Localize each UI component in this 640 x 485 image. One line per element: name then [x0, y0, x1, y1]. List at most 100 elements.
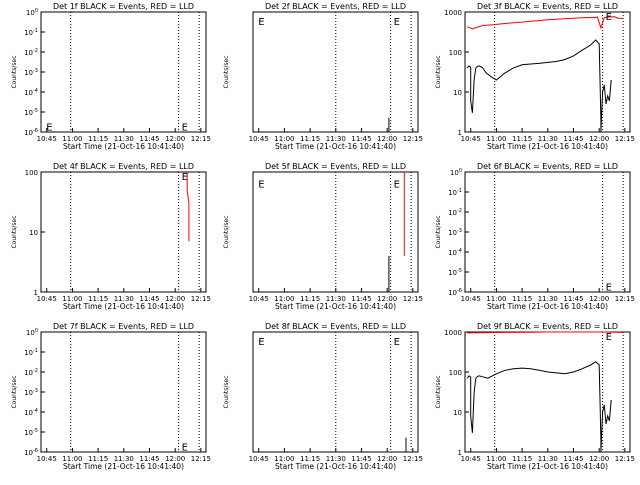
x-tick-label: 11:15 — [512, 135, 532, 143]
events-series-line — [466, 361, 612, 453]
x-tick-label: 10:45 — [249, 455, 269, 463]
x-tick-label: 11:00 — [486, 455, 506, 463]
x-tick-label: 11:00 — [274, 455, 294, 463]
x-tick-label: 12:00 — [377, 455, 397, 463]
x-tick-label: 12:15 — [615, 135, 635, 143]
chart-title: Det 6f BLACK = Events, RED = LLD — [477, 162, 618, 171]
x-tick-label: 11:00 — [62, 135, 82, 143]
plot-frame — [40, 11, 207, 133]
x-tick-label: 11:15 — [88, 295, 108, 303]
x-tick-label: 12:00 — [165, 295, 185, 303]
y-axis-label: Counts/sec — [435, 375, 442, 408]
x-tick-label: 10:45 — [461, 295, 481, 303]
y-tick-label: 10-2 — [448, 208, 462, 217]
x-tick-label: 11:45 — [563, 295, 583, 303]
y-tick-label: 10-6 — [24, 128, 38, 137]
x-tick-label: 12:00 — [377, 135, 397, 143]
chart-title: Det 5f BLACK = Events, RED = LLD — [265, 162, 406, 171]
event-marker-label: E — [46, 123, 52, 134]
chart-panel-3: Det 3f BLACK = Events, RED = LLD Counts/s… — [435, 2, 635, 151]
y-tick-label: 10-1 — [24, 348, 38, 357]
plot-frame — [464, 331, 631, 453]
event-marker-label: E — [182, 172, 188, 183]
chart-panel-1: Det 1f BLACK = Events, RED = LLD Counts/s… — [11, 2, 211, 151]
y-tick-label: 10 — [453, 89, 462, 97]
event-marker-label: E — [258, 337, 264, 348]
x-tick-label: 12:00 — [589, 455, 609, 463]
y-tick-label: 10 — [29, 229, 38, 237]
y-tick-label: 10 — [453, 409, 462, 417]
y-tick-label: 10-1 — [24, 28, 38, 37]
x-axis-label: Start Time (21-Oct-16 10:41:40) — [63, 462, 184, 471]
plot-frame — [40, 331, 207, 453]
event-marker-label: E — [182, 123, 188, 134]
event-marker-label: E — [258, 17, 264, 28]
x-tick-label: 11:30 — [114, 295, 134, 303]
x-tick-label: 12:15 — [191, 295, 211, 303]
chart-panel-2: Det 2f BLACK = Events, RED = LLD Counts/s… — [223, 2, 423, 151]
y-axis-label: Counts/sec — [223, 375, 230, 408]
x-tick-label: 12:15 — [615, 295, 635, 303]
lld-series-line — [467, 331, 624, 334]
events-series-line — [466, 39, 612, 133]
y-tick-label: 10-5 — [24, 108, 38, 117]
x-tick-label: 12:15 — [191, 135, 211, 143]
chart-panel-5: Det 5f BLACK = Events, RED = LLD Counts/s… — [223, 162, 423, 311]
x-tick-label: 11:15 — [512, 455, 532, 463]
y-tick-label: 10-2 — [24, 368, 38, 377]
y-tick-label: 10-6 — [448, 288, 462, 297]
y-tick-label: 10-5 — [448, 268, 462, 277]
y-tick-label: 100 — [26, 8, 38, 17]
chart-title: Det 3f BLACK = Events, RED = LLD — [477, 2, 618, 11]
x-tick-label: 11:15 — [300, 135, 320, 143]
x-axis-label: Start Time (21-Oct-16 10:41:40) — [487, 142, 608, 151]
x-tick-label: 11:00 — [274, 295, 294, 303]
chart-title: Det 8f BLACK = Events, RED = LLD — [265, 322, 406, 331]
y-tick-label: 1000 — [444, 9, 462, 17]
x-tick-label: 12:00 — [589, 135, 609, 143]
chart-title: Det 1f BLACK = Events, RED = LLD — [53, 2, 194, 11]
x-tick-label: 10:45 — [461, 135, 481, 143]
y-axis-label: Counts/sec — [11, 215, 18, 248]
x-axis-label: Start Time (21-Oct-16 10:41:40) — [487, 462, 608, 471]
chart-title: Det 7f BLACK = Events, RED = LLD — [53, 322, 194, 331]
chart-panel-8: Det 8f BLACK = Events, RED = LLD Counts/s… — [223, 322, 423, 471]
x-tick-label: 11:30 — [114, 135, 134, 143]
y-tick-label: 10-5 — [24, 428, 38, 437]
x-tick-label: 12:15 — [191, 455, 211, 463]
y-tick-label: 100 — [450, 168, 462, 177]
x-tick-label: 11:15 — [300, 455, 320, 463]
x-tick-label: 10:45 — [37, 295, 57, 303]
y-tick-label: 1 — [458, 129, 462, 137]
x-tick-label: 11:15 — [512, 295, 532, 303]
x-tick-label: 12:15 — [403, 135, 423, 143]
x-tick-label: 11:30 — [538, 135, 558, 143]
x-tick-label: 10:45 — [249, 135, 269, 143]
chart-title: Det 2f BLACK = Events, RED = LLD — [265, 2, 406, 11]
y-axis-label: Counts/sec — [223, 55, 230, 88]
x-axis-label: Start Time (21-Oct-16 10:41:40) — [487, 302, 608, 311]
plot-frame — [40, 171, 207, 293]
x-tick-label: 11:15 — [88, 455, 108, 463]
x-tick-label: 12:15 — [403, 295, 423, 303]
x-tick-label: 10:45 — [37, 455, 57, 463]
y-axis-label: Counts/sec — [11, 55, 18, 88]
x-tick-label: 11:00 — [486, 295, 506, 303]
x-tick-label: 11:45 — [139, 135, 159, 143]
lld-series-line — [467, 16, 624, 30]
event-marker-label: E — [394, 180, 400, 191]
event-marker-label: E — [606, 332, 612, 343]
y-tick-label: 1 — [458, 449, 462, 457]
x-tick-label: 12:00 — [165, 135, 185, 143]
x-tick-label: 12:00 — [377, 295, 397, 303]
y-tick-label: 1 — [34, 289, 38, 297]
x-tick-label: 11:30 — [538, 455, 558, 463]
chart-title: Det 4f BLACK = Events, RED = LLD — [53, 162, 194, 171]
x-tick-label: 11:45 — [351, 295, 371, 303]
y-tick-label: 100 — [25, 169, 38, 177]
chart-panel-6: Det 6f BLACK = Events, RED = LLD Counts/s… — [435, 162, 635, 311]
x-tick-label: 11:15 — [88, 135, 108, 143]
x-tick-label: 11:30 — [114, 455, 134, 463]
x-axis-label: Start Time (21-Oct-16 10:41:40) — [63, 302, 184, 311]
x-axis-label: Start Time (21-Oct-16 10:41:40) — [275, 142, 396, 151]
